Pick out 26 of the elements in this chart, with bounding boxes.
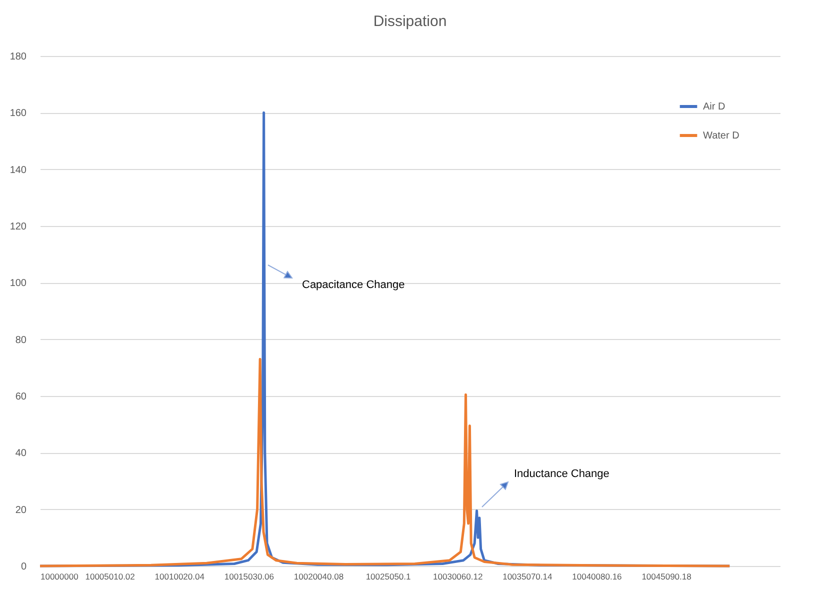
annotation: Inductance Change <box>514 468 610 480</box>
x-tick-label: 10000000 <box>40 572 79 582</box>
y-tick-label: 60 <box>15 392 27 402</box>
line-series <box>38 358 731 568</box>
chart-title: Dissipation <box>373 13 447 30</box>
y-tick-label: 120 <box>10 222 27 232</box>
x-tick-label: 10010020.04 <box>154 572 205 582</box>
x-tick-label: 10015030.06 <box>224 572 274 582</box>
x-tick-label: 10045090.18 <box>642 572 692 582</box>
legend-label: Water D <box>703 130 740 142</box>
x-tick-label: 10030060.12 <box>433 572 483 582</box>
y-tick-label: 40 <box>15 448 27 460</box>
x-tick-label: 10025050.1 <box>366 572 412 582</box>
y-tick-label: 0 <box>20 562 27 572</box>
y-tick-label: 80 <box>15 334 27 346</box>
y-tick-label: 160 <box>10 108 27 120</box>
x-tick-label: 10040080.16 <box>572 572 622 582</box>
x-tick-label: 10035070.14 <box>502 572 552 582</box>
y-tick-label: 100 <box>10 278 27 290</box>
annotation: Capacitance Change <box>302 279 405 291</box>
x-tick-label: 10005010.02 <box>85 572 136 582</box>
x-tick-label: 10020040.08 <box>294 572 344 582</box>
y-tick-label: 180 <box>10 52 27 62</box>
y-tick-label: 20 <box>15 504 27 516</box>
legend-label: Air D <box>703 102 726 112</box>
y-tick-label: 140 <box>10 164 27 176</box>
